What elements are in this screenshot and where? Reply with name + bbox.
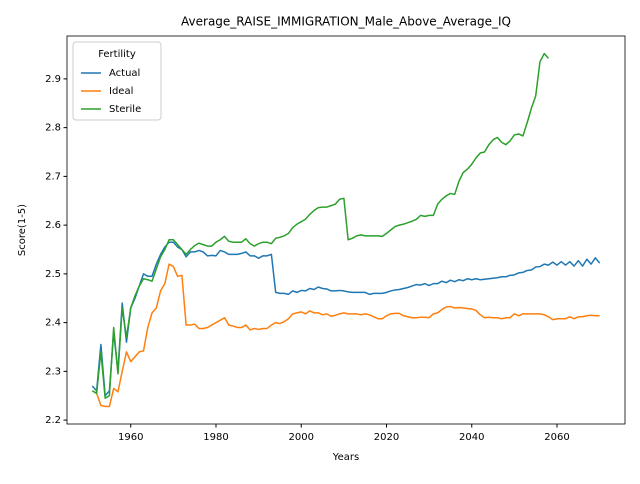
- y-tick-label: 2.4: [45, 318, 61, 329]
- legend-label: Actual: [109, 68, 140, 79]
- legend-label: Ideal: [109, 86, 133, 97]
- x-tick-label: 1960: [118, 432, 143, 443]
- y-tick-label: 2.5: [45, 269, 61, 280]
- x-tick-label: 2040: [459, 432, 484, 443]
- y-tick-label: 2.7: [45, 171, 61, 182]
- line: [91, 263, 600, 408]
- x-tick-label: 2000: [289, 432, 314, 443]
- y-tick-label: 2.9: [45, 74, 61, 85]
- x-tick-label: 1980: [203, 432, 228, 443]
- y-axis-label: Score(1-5): [17, 204, 28, 256]
- x-axis-label: Years: [332, 452, 359, 463]
- legend-label: Sterile: [109, 104, 141, 115]
- legend-title: Fertility: [98, 49, 136, 60]
- x-tick-label: 2020: [374, 432, 399, 443]
- y-tick-label: 2.8: [45, 123, 61, 134]
- x-tick-label: 2060: [544, 432, 569, 443]
- y-tick-label: 2.2: [45, 415, 61, 426]
- y-tick-label: 2.6: [45, 220, 61, 231]
- chart-title: Average_RAISE_IMMIGRATION_Male_Above_Ave…: [181, 15, 511, 29]
- line: [91, 241, 601, 397]
- plot-frame: [66, 35, 626, 425]
- y-tick-label: 2.3: [45, 366, 61, 377]
- legend-box: [72, 41, 162, 121]
- line: [91, 52, 550, 399]
